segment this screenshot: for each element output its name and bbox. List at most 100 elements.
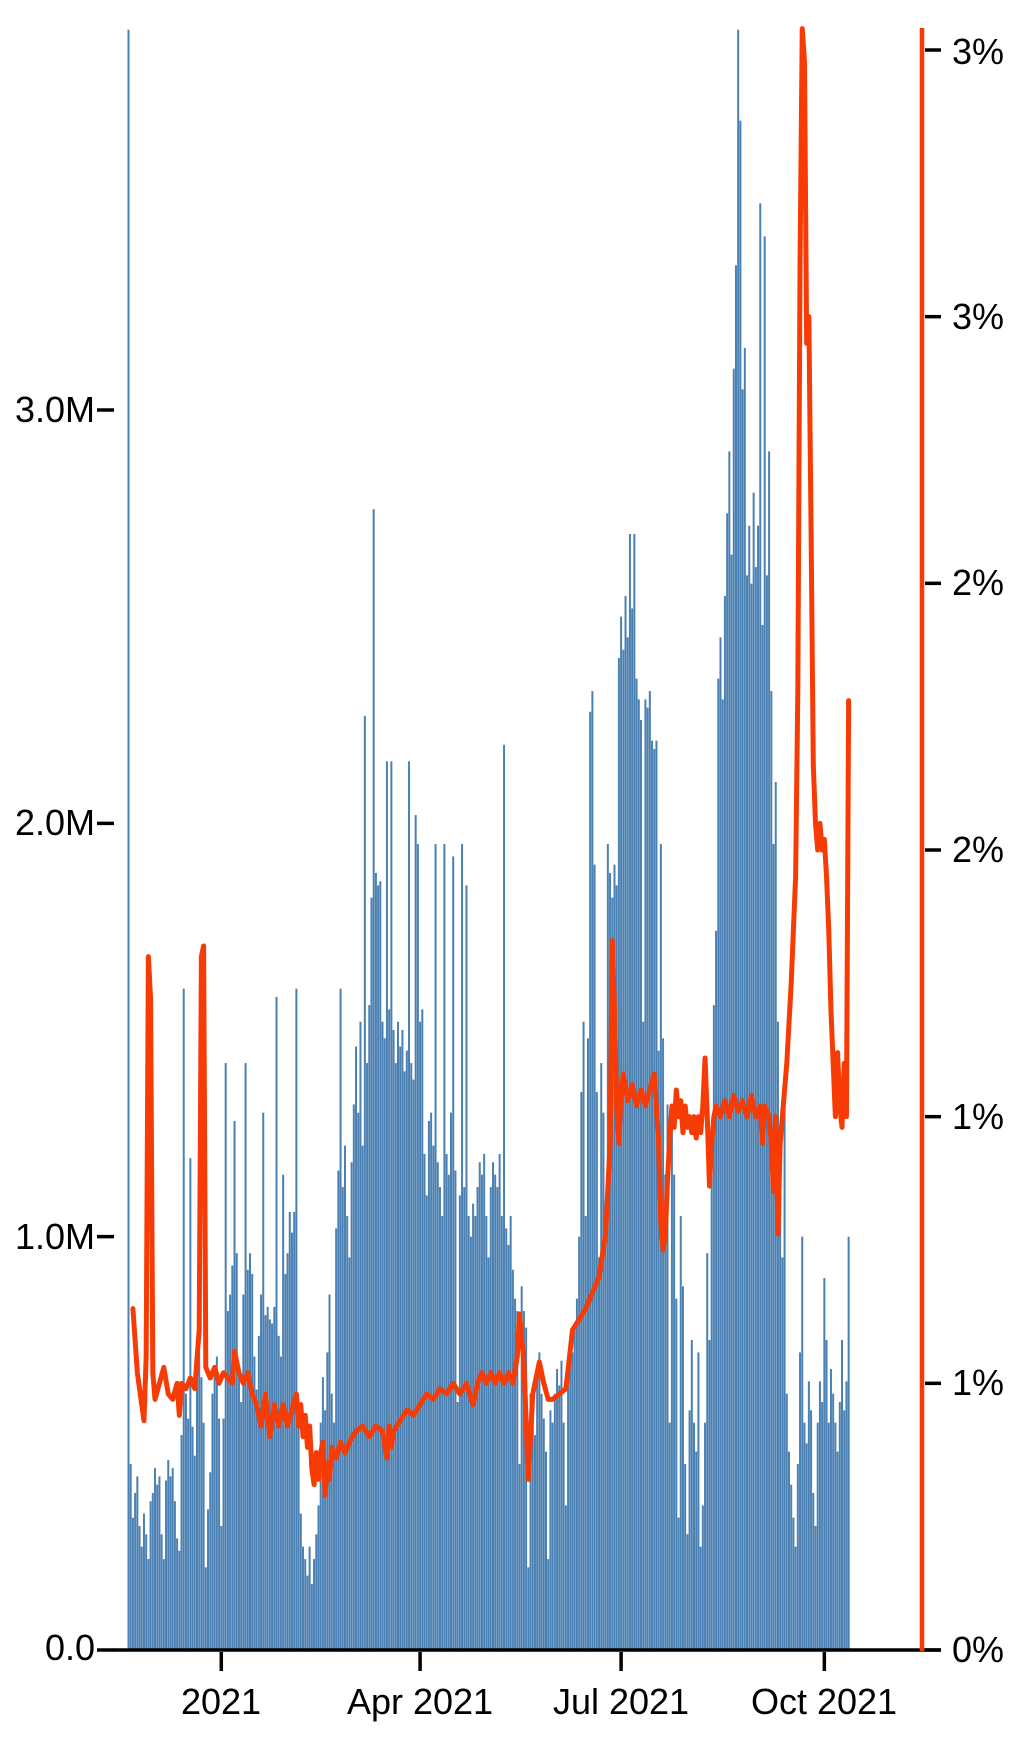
bar	[631, 608, 634, 1651]
bar	[785, 1393, 788, 1650]
bar	[693, 1422, 695, 1650]
bar	[286, 1253, 289, 1650]
bar	[668, 1422, 671, 1650]
bar	[399, 1046, 402, 1650]
bar	[690, 1340, 693, 1650]
bar	[165, 1480, 168, 1650]
bar	[684, 1464, 687, 1650]
bar	[567, 1368, 570, 1650]
bar	[394, 1063, 397, 1650]
bar	[732, 368, 735, 1651]
bar	[414, 815, 417, 1650]
bar	[452, 856, 455, 1650]
bar	[392, 1030, 395, 1651]
bar	[748, 525, 751, 1650]
bar	[549, 1410, 552, 1650]
bar	[293, 1211, 296, 1650]
bar	[598, 1257, 601, 1650]
bar	[781, 1257, 784, 1650]
bar	[558, 1385, 561, 1650]
bar	[147, 1559, 150, 1650]
bar	[211, 1393, 214, 1650]
bar	[302, 1546, 305, 1650]
bar	[306, 1575, 309, 1650]
bar	[617, 658, 620, 1650]
bar	[385, 761, 388, 1650]
bar	[783, 1092, 786, 1650]
bar	[646, 707, 649, 1650]
y-left-tick-label: 3.0M	[14, 389, 95, 430]
bar	[500, 1216, 503, 1650]
bar	[326, 1352, 329, 1650]
bar	[538, 1352, 541, 1650]
bar	[639, 720, 642, 1650]
bar	[330, 1393, 333, 1650]
bar	[480, 1174, 483, 1650]
bar	[531, 1410, 534, 1650]
bar	[578, 1236, 581, 1650]
bar	[708, 1340, 711, 1650]
bar	[699, 1546, 702, 1650]
bar	[651, 740, 654, 1650]
bar	[644, 699, 647, 1650]
y-right-tick-label: 1%	[952, 1096, 1005, 1137]
bar	[533, 1435, 536, 1650]
bar	[162, 1559, 165, 1650]
bar	[467, 1216, 470, 1650]
bar	[315, 1534, 318, 1650]
bar	[430, 1112, 433, 1650]
bar	[529, 1393, 532, 1650]
bar	[204, 1567, 207, 1650]
bar	[213, 1373, 216, 1650]
bar	[200, 1377, 203, 1650]
bar	[487, 1257, 490, 1650]
bar	[469, 1236, 472, 1650]
bar	[626, 637, 629, 1650]
bar	[235, 1253, 238, 1650]
bar	[496, 1187, 499, 1650]
bar	[136, 1476, 139, 1650]
bar	[436, 1162, 439, 1650]
bar	[412, 1079, 415, 1650]
bar	[542, 1418, 545, 1650]
bar	[184, 1393, 187, 1650]
bar	[801, 1236, 804, 1650]
bar	[807, 1381, 810, 1650]
bar	[787, 1451, 790, 1650]
bar	[491, 1162, 494, 1650]
bar	[670, 1112, 673, 1650]
bar	[288, 1211, 291, 1650]
bar	[233, 1120, 236, 1650]
bar	[229, 1294, 232, 1650]
bar	[728, 451, 731, 1651]
bar	[408, 761, 411, 1650]
bar	[193, 1455, 196, 1650]
bar	[551, 1422, 554, 1650]
bar	[836, 1451, 839, 1650]
bar	[226, 1311, 229, 1650]
bar	[518, 1464, 521, 1650]
bar	[445, 1154, 448, 1650]
bar	[246, 1269, 249, 1650]
bar	[845, 1381, 848, 1650]
bar	[821, 1402, 824, 1650]
bar	[156, 1484, 159, 1650]
bar	[704, 1422, 707, 1650]
bar	[142, 1513, 145, 1650]
bar	[721, 699, 724, 1650]
bar	[209, 1472, 212, 1650]
y-left-tick-label: 0.0	[44, 1627, 95, 1668]
y-right-tick-label: 3%	[952, 296, 1005, 337]
bar	[207, 1509, 210, 1650]
bar	[675, 1298, 678, 1650]
bar	[343, 1145, 346, 1650]
bar	[195, 1368, 198, 1650]
bar	[324, 1410, 327, 1650]
bar	[527, 1567, 530, 1650]
bar	[370, 897, 373, 1650]
bar	[818, 1381, 821, 1650]
bar	[450, 1112, 453, 1650]
y-left-tick-label: 1.0M	[14, 1216, 95, 1257]
bar	[540, 1393, 543, 1650]
